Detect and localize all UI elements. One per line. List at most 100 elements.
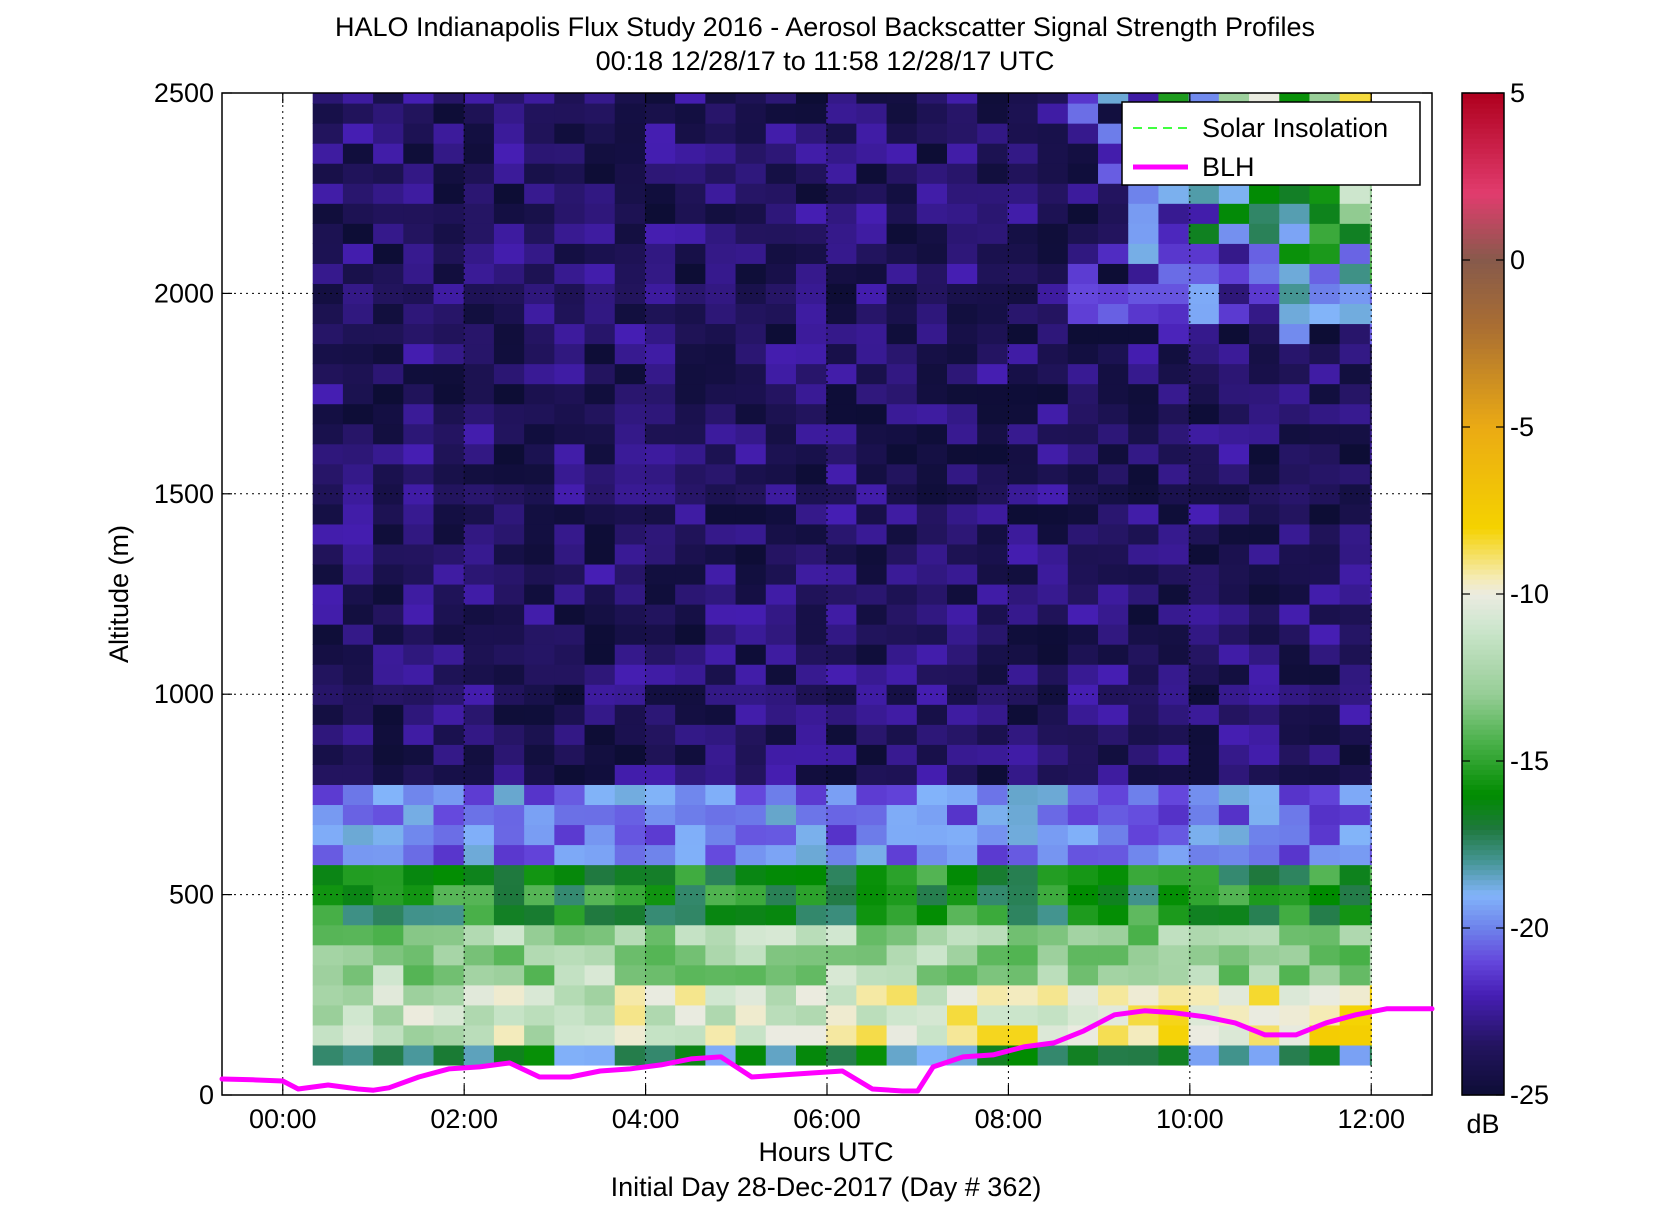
heatmap-cell — [403, 784, 435, 806]
heatmap-cell — [644, 724, 676, 745]
colorbar-segment — [1462, 313, 1504, 320]
colorbar-segment — [1462, 443, 1504, 450]
heatmap-cell — [524, 884, 555, 906]
heatmap-cell — [463, 664, 495, 685]
heatmap-cell — [644, 143, 676, 164]
heatmap-cell — [584, 183, 616, 204]
heatmap-cell — [1007, 503, 1039, 525]
heatmap-cell — [1037, 644, 1069, 665]
heatmap-cell — [433, 784, 465, 806]
heatmap-cell — [1218, 764, 1250, 785]
heatmap-cell — [463, 523, 495, 545]
footer-label: Initial Day 28-Dec-2017 (Day # 362) — [611, 1172, 1042, 1202]
heatmap-cell — [373, 704, 404, 725]
heatmap-cell — [524, 483, 555, 505]
heatmap-cell — [614, 123, 646, 144]
colorbar-segment — [1462, 694, 1504, 700]
heatmap-cell — [493, 664, 525, 685]
heatmap-cell — [1188, 664, 1220, 685]
heatmap-cell — [1037, 103, 1069, 124]
heatmap-cell — [795, 864, 827, 886]
heatmap-cell — [856, 583, 888, 605]
heatmap-cell — [554, 383, 586, 405]
heatmap-cell — [916, 984, 948, 1006]
heatmap-cell — [916, 93, 948, 104]
heatmap-cell — [644, 583, 676, 605]
colorbar-segment — [1462, 1009, 1504, 1016]
x-tick-label: 00:00 — [249, 1104, 317, 1134]
heatmap-cell — [735, 944, 767, 966]
colorbar-tick-label: -20 — [1510, 913, 1549, 943]
heatmap-cell — [614, 443, 646, 465]
heatmap-cell — [1309, 864, 1341, 886]
heatmap-cell — [916, 784, 948, 806]
heatmap-cell — [977, 443, 1009, 465]
heatmap-cell — [644, 1024, 676, 1046]
heatmap-cell — [1218, 884, 1250, 906]
heatmap-cell — [342, 924, 374, 946]
heatmap-cell — [312, 303, 344, 325]
heatmap-cell — [342, 223, 374, 244]
heatmap-cell — [795, 1004, 827, 1026]
heatmap-cell — [1098, 323, 1129, 345]
colorbar-segment — [1462, 864, 1504, 871]
heatmap-cell — [1128, 644, 1160, 665]
heatmap-cell — [433, 103, 465, 124]
heatmap-cell — [584, 583, 616, 605]
colorbar-segment — [1462, 999, 1504, 1006]
heatmap-cell — [644, 844, 676, 866]
heatmap-cell — [856, 804, 888, 826]
heatmap-cell — [1007, 924, 1039, 946]
heatmap-cell — [1309, 844, 1341, 866]
heatmap-cell — [947, 283, 978, 305]
heatmap-cell — [614, 163, 646, 184]
heatmap-cell — [826, 944, 857, 966]
heatmap-cell — [463, 363, 495, 385]
heatmap-cell — [1128, 283, 1160, 305]
heatmap-cell — [886, 804, 918, 826]
heatmap-cell — [947, 764, 978, 785]
colorbar-segment — [1462, 689, 1504, 695]
heatmap-cell — [493, 583, 525, 605]
heatmap-cell — [1249, 744, 1280, 765]
heatmap-cell — [1188, 944, 1220, 966]
heatmap-cell — [493, 163, 525, 184]
heatmap-cell — [1218, 924, 1250, 946]
heatmap-cell — [826, 103, 857, 124]
heatmap-cell — [1158, 363, 1190, 385]
colorbar-segment — [1462, 563, 1504, 570]
heatmap-cell — [1279, 864, 1311, 886]
heatmap-cell — [705, 503, 737, 525]
heatmap-cell — [705, 784, 737, 806]
heatmap-cell — [675, 123, 706, 144]
heatmap-cell — [795, 243, 827, 264]
heatmap-cell — [916, 964, 948, 986]
colorbar-segment — [1462, 749, 1504, 755]
heatmap-cell — [1067, 924, 1099, 946]
heatmap-cell — [947, 784, 978, 806]
heatmap-cell — [795, 924, 827, 946]
heatmap-cell — [1007, 183, 1039, 204]
heatmap-cell — [1158, 924, 1190, 946]
colorbar-unit-label: dB — [1466, 1109, 1499, 1139]
heatmap-cell — [1249, 563, 1280, 585]
heatmap-cell — [644, 403, 676, 425]
colorbar-segment — [1462, 308, 1504, 315]
heatmap-cell — [1218, 443, 1250, 465]
heatmap-cell — [1128, 724, 1160, 745]
heatmap-cell — [342, 904, 374, 926]
heatmap-cell — [977, 784, 1009, 806]
heatmap-cell — [1188, 924, 1220, 946]
heatmap-cell — [614, 303, 646, 325]
heatmap-cell — [1188, 864, 1220, 886]
heatmap-cell — [1007, 724, 1039, 745]
colorbar-segment — [1462, 1014, 1504, 1021]
heatmap-cell — [1309, 223, 1341, 244]
heatmap-cell — [342, 824, 374, 846]
heatmap-cell — [433, 583, 465, 605]
heatmap-cell — [433, 724, 465, 745]
heatmap-cell — [735, 784, 767, 806]
heatmap-cell — [644, 243, 676, 264]
heatmap-cell — [916, 383, 948, 405]
